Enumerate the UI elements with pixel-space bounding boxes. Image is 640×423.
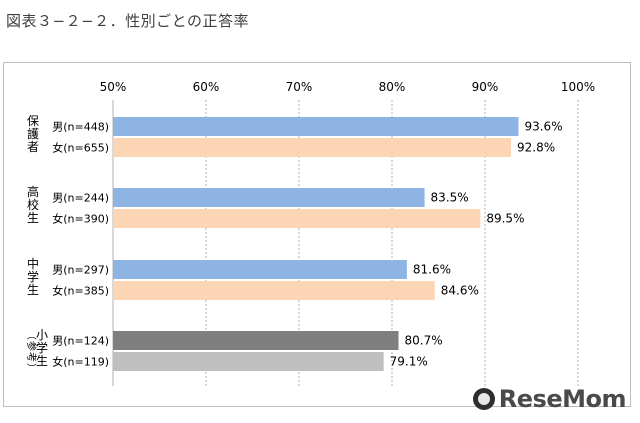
bar-value-label: 79.1% xyxy=(390,355,428,369)
bar xyxy=(113,281,435,300)
group-label-char: 学 xyxy=(27,269,39,284)
group-label-char: 高 xyxy=(27,184,39,199)
group-label-note-char: （ xyxy=(25,330,37,340)
figure-title: 図表３−２−２．性別ごとの正答率 xyxy=(6,12,249,30)
bar xyxy=(113,352,384,371)
group-label-note-char: ） xyxy=(25,363,37,373)
group-label-char: 校 xyxy=(27,197,39,212)
x-tick-label: 100% xyxy=(561,80,595,94)
group-label-char: 小 xyxy=(36,328,48,342)
group-label-char: 護 xyxy=(27,126,39,141)
bar-category-label: 男(n=448) xyxy=(52,121,109,134)
group-label-note-char: 考 xyxy=(25,352,37,362)
resemom-logo-icon xyxy=(472,388,495,410)
bar-category-label: 女(n=119) xyxy=(52,355,109,369)
bar xyxy=(113,188,425,207)
bar-value-label: 93.6% xyxy=(524,120,562,134)
x-tick-label: 50% xyxy=(100,80,127,94)
bar xyxy=(113,260,407,279)
bar-value-label: 92.8% xyxy=(517,141,555,155)
group-label-note-char: 参 xyxy=(25,341,38,351)
group-label-char: 生 xyxy=(27,283,39,297)
x-tick-label: 90% xyxy=(472,80,499,94)
x-tick-label: 70% xyxy=(286,80,313,94)
group-label-char: 中 xyxy=(27,256,39,271)
group-label-char: 者 xyxy=(27,140,39,154)
bar-category-label: 男(n=124) xyxy=(52,335,109,348)
bar-category-label: 男(n=244) xyxy=(52,192,109,205)
bar xyxy=(113,138,512,157)
bar-category-label: 女(n=385) xyxy=(52,284,109,298)
bar-value-label: 89.5% xyxy=(486,212,524,226)
group-label-char: 学 xyxy=(36,340,48,355)
bar-value-label: 83.5% xyxy=(431,191,469,205)
group-label-char: 生 xyxy=(27,211,39,225)
bar-category-label: 男(n=297) xyxy=(52,264,109,277)
x-tick-label: 80% xyxy=(379,80,406,94)
bar-value-label: 81.6% xyxy=(413,263,451,277)
bar-category-label: 女(n=390) xyxy=(52,212,109,226)
resemom-watermark-text: ReseMom xyxy=(498,385,627,413)
bar-value-label: 84.6% xyxy=(441,284,479,298)
bar-category-label: 女(n=655) xyxy=(52,141,109,155)
bar xyxy=(113,331,399,350)
bar xyxy=(113,117,519,136)
bar xyxy=(113,209,481,228)
resemom-watermark: ReseMom xyxy=(472,385,627,413)
group-label-char: 保 xyxy=(27,114,39,128)
x-tick-label: 60% xyxy=(193,80,220,94)
group-label-char: 生 xyxy=(36,354,48,368)
bar-value-label: 80.7% xyxy=(405,334,443,348)
